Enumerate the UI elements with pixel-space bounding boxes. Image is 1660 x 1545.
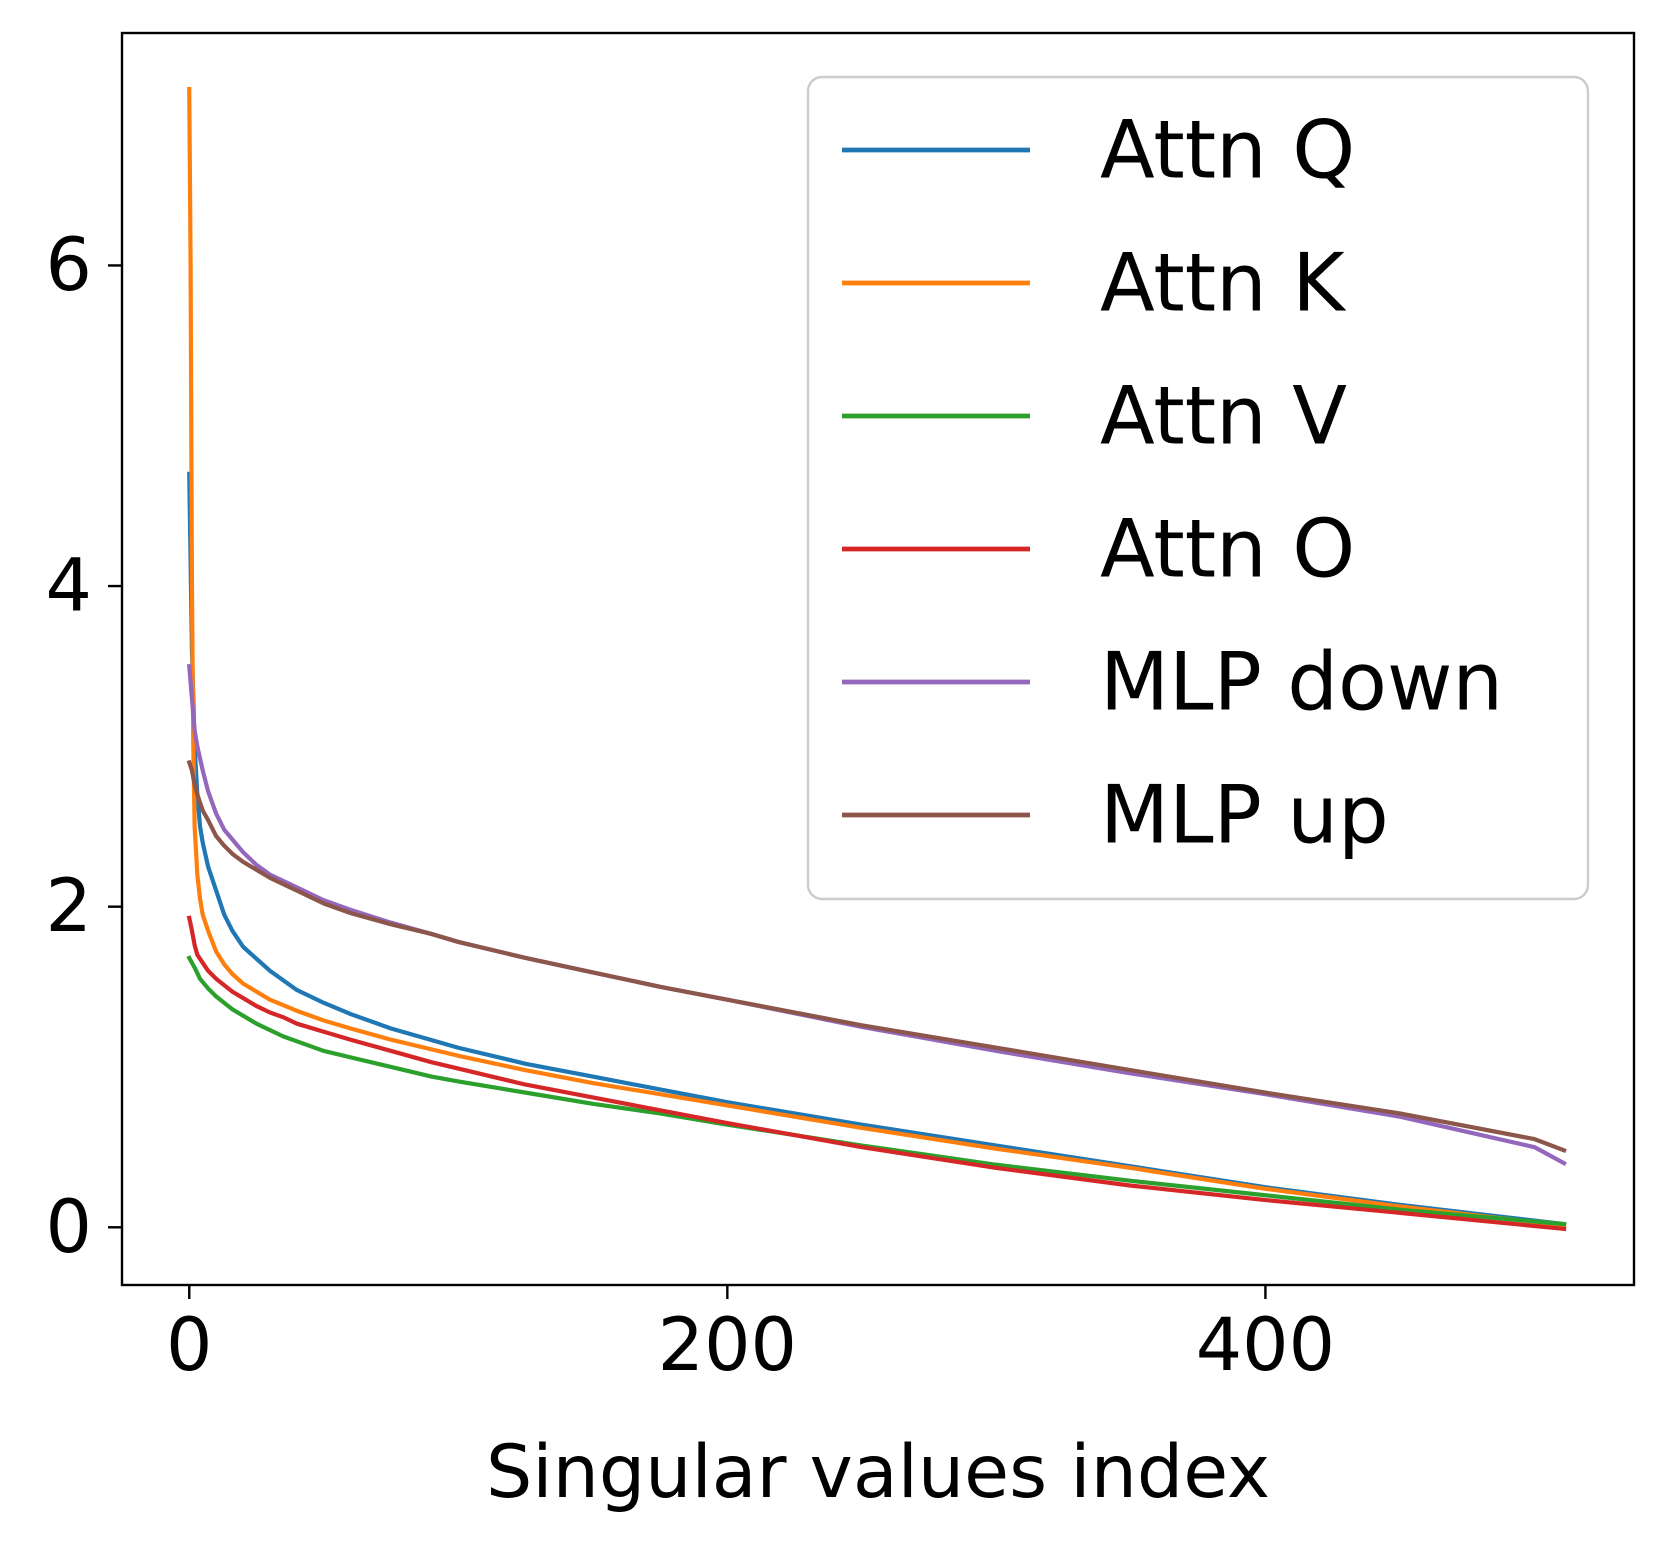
- legend-label-attn-q: Attn Q: [1100, 104, 1355, 197]
- legend-label-attn-v: Attn V: [1100, 370, 1347, 463]
- series-line-mlp-up: [186, 759, 1567, 1154]
- series-layer: [186, 86, 1567, 1232]
- series-line-mlp-down: [186, 663, 1567, 1167]
- x-axis: 0 200 400: [166, 1285, 1335, 1388]
- series-line-attn-o: [186, 915, 1567, 1232]
- series-line-attn-v: [186, 955, 1567, 1227]
- legend-label-mlp-up: MLP up: [1100, 769, 1389, 862]
- y-axis: 0 2 4 6: [46, 223, 122, 1270]
- x-tick-label: 200: [658, 1303, 797, 1388]
- y-tick-label: 0: [46, 1185, 92, 1270]
- legend-label-attn-o: Attn O: [1100, 503, 1355, 596]
- series-line-attn-q: [187, 471, 1567, 1227]
- y-tick-label: 2: [46, 864, 92, 949]
- legend-label-mlp-down: MLP down: [1100, 636, 1503, 729]
- series-line-attn-k: [187, 86, 1567, 1229]
- x-tick-label: 400: [1196, 1303, 1335, 1388]
- plot-frame: [120, 31, 1636, 1287]
- legend-label-attn-k: Attn K: [1100, 237, 1347, 330]
- y-tick-label: 6: [46, 223, 92, 308]
- y-tick-label: 4: [46, 544, 92, 629]
- legend-entries: Attn Q Attn K Attn V Attn O MLP down MLP up: [842, 104, 1503, 862]
- x-tick-label: 0: [166, 1303, 212, 1388]
- legend: Attn Q Attn K Attn V Attn O MLP down MLP up: [806, 75, 1590, 901]
- x-axis-label: Singular values index: [486, 1430, 1270, 1515]
